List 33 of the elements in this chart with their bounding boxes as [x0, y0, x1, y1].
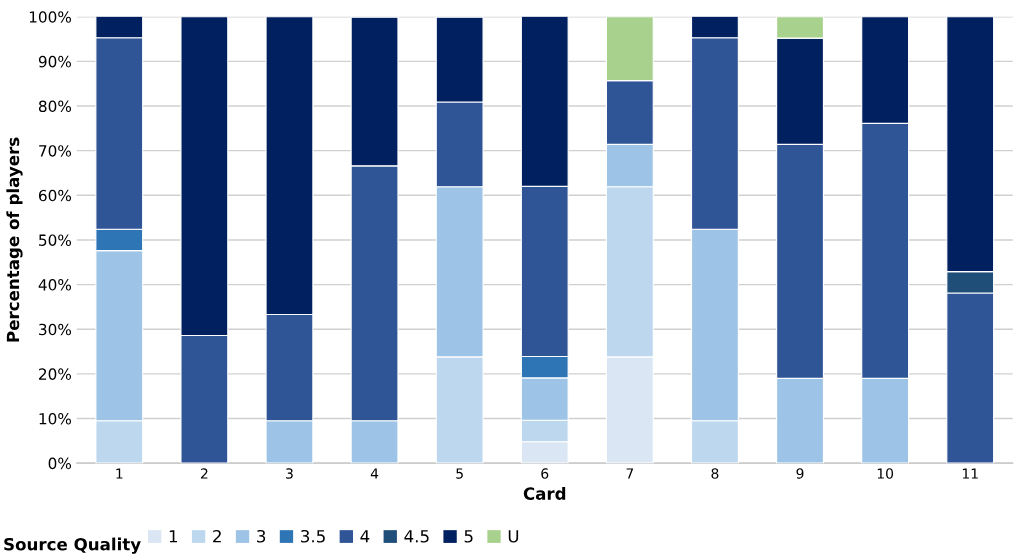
x-tick-label: 1: [116, 468, 123, 479]
x-tick-label: 10: [877, 468, 894, 479]
legend-label: 4: [360, 530, 370, 543]
x-tick-label: 11: [962, 468, 978, 479]
x-tick-label: 9: [796, 468, 804, 479]
y-axis-title: Percentage of players: [6, 137, 23, 342]
x-tick-label: 2: [200, 468, 208, 479]
x-tick-label: 7: [626, 468, 634, 479]
y-tick-label: 10%: [39, 412, 72, 425]
y-tick-label: 70%: [39, 145, 72, 157]
y-tick-label: 100%: [29, 11, 72, 23]
y-tick-label: 50%: [39, 234, 72, 246]
y-tick-label: 0%: [48, 457, 72, 470]
legend-label: 2: [213, 529, 221, 543]
x-tick-label: 6: [541, 468, 549, 479]
y-tick-label: 30%: [39, 323, 72, 336]
x-axis-title: Card: [523, 487, 566, 500]
x-tick-label: 3: [286, 468, 293, 479]
legend-label: 3.5: [301, 529, 325, 543]
legend-title: Source Quality: [4, 537, 141, 554]
y-tick-label: 20%: [39, 368, 72, 380]
y-tick-label: 60%: [38, 189, 72, 202]
x-tick-label: 8: [711, 468, 719, 479]
legend-label: 1: [169, 530, 178, 543]
y-tick-label: 80%: [38, 100, 72, 113]
legend-label: 5: [464, 530, 473, 543]
y-tick-label: 90%: [38, 55, 72, 68]
x-tick-label: 4: [370, 468, 379, 479]
legend-label: 3: [257, 529, 266, 543]
x-tick-label: 5: [456, 468, 463, 479]
legend-label: 4.5: [404, 530, 429, 543]
legend-label: U: [508, 530, 519, 543]
y-tick-label: 40%: [38, 279, 72, 291]
